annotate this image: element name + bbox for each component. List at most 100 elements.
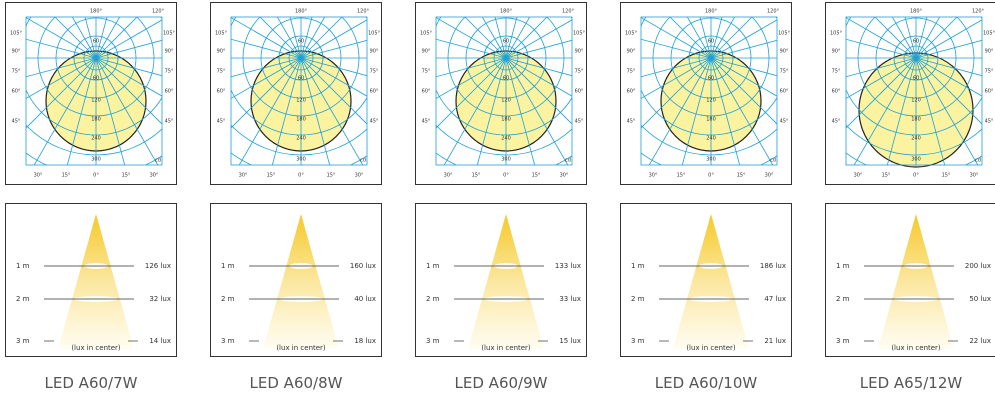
angle-label: 30° <box>765 173 774 179</box>
grid-ray <box>26 38 97 59</box>
angle-label: 45° <box>627 119 636 125</box>
grid-ray <box>436 57 507 99</box>
grid-ray <box>505 17 518 59</box>
lux-diagram: 1 m 200 lux 2 m 50 lux 3 m 22 lux (lux in cent… <box>825 203 995 357</box>
radial-label: 180 <box>501 117 511 123</box>
grid-ray <box>686 17 712 59</box>
grid-ray <box>505 57 572 97</box>
angle-label: 45° <box>165 119 174 125</box>
polar-diagram: 180° 120° 105° 105° 90° 90° 75° 75° 60° 60° 45° 45°… <box>5 2 177 185</box>
distance-label: 2 m <box>221 295 235 303</box>
angle-label: 105° <box>10 31 23 37</box>
angle-label: 120° <box>767 9 780 15</box>
grid-ray <box>300 57 367 77</box>
angle-label: 15° <box>882 173 891 179</box>
grid-ray <box>95 57 126 165</box>
lux-svg: 1 m 126 lux 2 m 32 lux 3 m 14 lux (lux in cent… <box>16 214 171 352</box>
distance-label: 1 m <box>836 262 850 270</box>
radial-label: 60 <box>503 39 509 45</box>
angle-label: 105° <box>625 31 638 37</box>
angle-label: 75° <box>780 69 789 75</box>
grid-ray <box>26 17 97 59</box>
polar-svg: 180° 120° 105° 105° 90° 90° 75° 75° 60° 60° 45° 45°… <box>215 9 381 179</box>
angle-label: 30° <box>239 173 248 179</box>
grid-ray <box>915 17 958 59</box>
grid-ray <box>231 38 302 59</box>
grid-ray <box>436 17 507 59</box>
unit-label: cd <box>770 158 776 164</box>
polar-grid <box>641 17 777 165</box>
grid-ray <box>641 57 712 99</box>
light-cone <box>58 214 134 349</box>
distance-label: 3 m <box>16 337 30 345</box>
lux-value: 33 lux <box>559 295 581 303</box>
angle-label: 120° <box>152 9 165 15</box>
angle-label: 60° <box>217 89 226 95</box>
grid-ray <box>846 57 917 78</box>
grid-ray <box>443 57 507 165</box>
grid-ray <box>915 57 982 125</box>
grid-ray <box>710 17 753 59</box>
grid-ray <box>669 17 712 59</box>
distance-label: 1 m <box>221 262 235 270</box>
radial-label: 180 <box>296 117 306 123</box>
grid-ray <box>276 17 302 59</box>
polar-diagram: 180° 120° 105° 105° 90° 90° 75° 75° 60° 60° 45° 45°… <box>620 2 792 185</box>
angle-label: 105° <box>215 31 228 37</box>
radial-label: 60 <box>913 76 919 82</box>
polar-diagram: 180° 120° 105° 105° 90° 90° 75° 75° 60° 60° 45° 45°… <box>415 2 587 185</box>
polar-svg: 180° 120° 105° 105° 90° 90° 75° 75° 60° 60° 45° 45°… <box>830 9 995 179</box>
radial-label: 240 <box>706 136 716 142</box>
grid-ray <box>436 38 507 59</box>
angle-label: 0° <box>298 173 304 179</box>
lux-value: 22 lux <box>969 337 991 345</box>
angle-label: 15° <box>62 173 71 179</box>
grid-ray <box>95 57 162 125</box>
lux-value: 18 lux <box>354 337 376 345</box>
product-column: 180° 120° 105° 105° 90° 90° 75° 75° 60° 60° 45° 45°… <box>210 0 382 395</box>
lux-diagram: 1 m 160 lux 2 m 40 lux 3 m 18 lux (lux in cent… <box>210 203 382 357</box>
angle-label: 90° <box>422 49 431 55</box>
grid-ray <box>915 57 982 77</box>
grid-ray <box>846 57 917 129</box>
polar-grid <box>26 17 162 165</box>
grid-ray <box>641 57 712 129</box>
grid-ray <box>95 57 162 97</box>
grid-ray <box>904 17 917 59</box>
angle-label: 60° <box>627 89 636 95</box>
angle-label: 180° <box>90 9 103 15</box>
angle-label: 75° <box>217 69 226 75</box>
grid-ray <box>300 39 367 59</box>
radial-label: 240 <box>296 136 306 142</box>
radial-label: 60 <box>93 39 99 45</box>
lux-value: 32 lux <box>149 295 171 303</box>
lux-diagram: 1 m 133 lux 2 m 33 lux 3 m 15 lux (lux in cent… <box>415 203 587 357</box>
light-cone <box>878 214 954 349</box>
lux-note: (lux in center) <box>71 344 121 352</box>
product-name: LED A60/10W <box>654 374 758 392</box>
angle-label: 180° <box>705 9 718 15</box>
angle-label: 75° <box>370 69 379 75</box>
radial-label: 300 <box>706 157 716 163</box>
distance-label: 1 m <box>426 262 440 270</box>
grid-ray <box>300 57 367 97</box>
grid-ray <box>505 39 572 59</box>
lux-svg: 1 m 133 lux 2 m 33 lux 3 m 15 lux (lux in cent… <box>426 214 581 352</box>
angle-label: 90° <box>217 49 226 55</box>
polar-diagram: 180° 120° 105° 105° 90° 90° 75° 75° 60° 60° 45° 45°… <box>825 2 995 185</box>
grid-ray <box>300 57 331 165</box>
radial-label: 60 <box>298 39 304 45</box>
distance-label: 2 m <box>836 295 850 303</box>
angle-label: 90° <box>575 49 584 55</box>
grid-ray <box>699 17 712 59</box>
polar-svg: 180° 120° 105° 105° 90° 90° 75° 75° 60° 60° 45° 45°… <box>625 9 791 179</box>
radial-label: 240 <box>911 136 921 142</box>
grid-ray <box>710 39 777 59</box>
angle-label: 180° <box>910 9 923 15</box>
distance-label: 3 m <box>426 337 440 345</box>
angle-label: 105° <box>830 31 843 37</box>
polar-grid <box>436 17 572 165</box>
grid-ray <box>95 57 162 77</box>
angle-label: 45° <box>780 119 789 125</box>
product-name: LED A65/12W <box>859 374 963 392</box>
